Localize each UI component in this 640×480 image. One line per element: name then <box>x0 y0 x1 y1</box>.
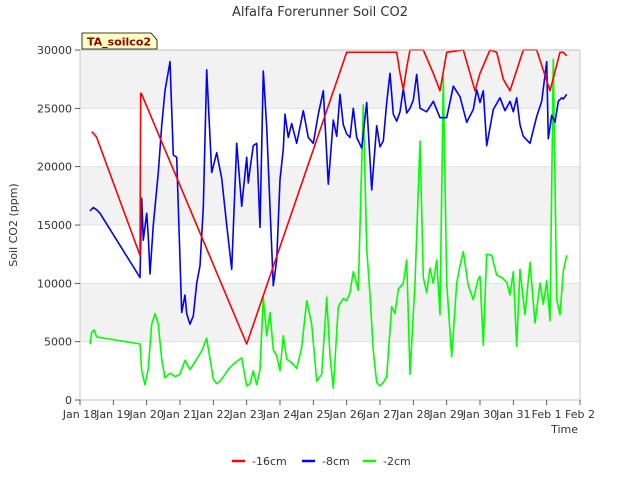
y-tick-label: 5000 <box>44 336 72 349</box>
background-band <box>80 225 580 284</box>
x-tick-label: Jan 31 <box>495 408 530 421</box>
site-label-background <box>81 32 158 50</box>
x-tick-label: Jan 30 <box>462 408 497 421</box>
x-tick-label: Feb 1 <box>532 408 562 421</box>
y-axis-ticks: 0 5000 10000 15000 20000 25000 30000 <box>37 44 80 407</box>
x-tick-label: Jan 19 <box>95 408 130 421</box>
background-band <box>80 283 580 342</box>
x-tick-label: Jan 25 <box>295 408 330 421</box>
x-tick-label: Jan 24 <box>262 408 297 421</box>
legend-label: -16cm <box>252 455 287 468</box>
y-tick-label: 25000 <box>37 102 72 115</box>
series-line-2cmcm <box>89 58 568 390</box>
site-label: TA_soilco2 <box>87 36 151 49</box>
x-tick-label: Jan 26 <box>328 408 363 421</box>
y-tick-label: 30000 <box>37 44 72 57</box>
x-tick-label: Jan 20 <box>128 408 163 421</box>
site-label-box: TA_soilco2 <box>81 32 158 50</box>
x-tick-label: Jan 18 <box>62 408 97 421</box>
chart-title: Alfalfa Forerunner Soil CO2 <box>232 5 408 20</box>
legend-label: -2cm <box>383 455 411 468</box>
x-axis-label: Time <box>550 423 578 436</box>
x-tick-label: Jan 21 <box>162 408 197 421</box>
x-tick-label: Feb 2 <box>565 408 595 421</box>
x-tick-label: Jan 23 <box>228 408 263 421</box>
series-line-8cmcm <box>89 60 568 326</box>
y-tick-label: 15000 <box>37 219 72 232</box>
x-tick-label: Jan 29 <box>428 408 463 421</box>
y-axis-label: Soil CO2 (ppm) <box>7 183 20 266</box>
x-tick-label: Jan 22 <box>195 408 230 421</box>
y-tick-label: 10000 <box>37 277 72 290</box>
x-tick-label: Jan 27 <box>362 408 397 421</box>
series-layer <box>89 49 568 390</box>
y-tick-label: 0 <box>65 394 72 407</box>
series-line-16cmcm <box>91 49 568 345</box>
x-tick-label: Jan 28 <box>395 408 430 421</box>
legend: -16cm -8cm -2cm <box>232 455 411 468</box>
y-tick-label: 20000 <box>37 161 72 174</box>
background-band <box>80 166 580 225</box>
legend-label: -8cm <box>322 455 350 468</box>
